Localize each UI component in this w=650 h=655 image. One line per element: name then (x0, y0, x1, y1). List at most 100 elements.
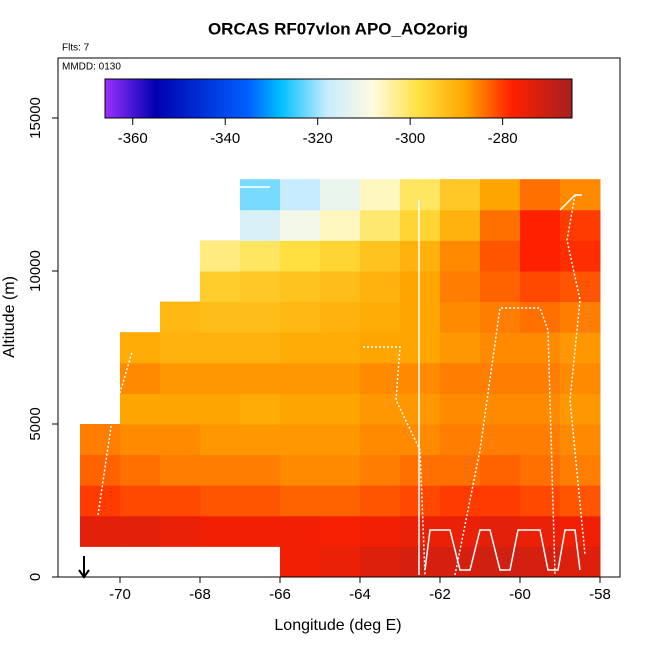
colorbar-tick-label: -340 (210, 130, 240, 147)
heatmap-cell (480, 179, 521, 211)
heatmap-cell (560, 546, 601, 578)
heatmap-cell (440, 362, 481, 394)
heatmap-cell (480, 515, 521, 547)
heatmap-cell (320, 179, 361, 211)
heatmap-cell (560, 393, 601, 425)
y-tick-label: 10000 (27, 250, 44, 292)
heatmap-cell (560, 332, 601, 364)
heatmap-cell (480, 362, 521, 394)
heatmap-cell (400, 393, 441, 425)
colorbar-tick-label: -360 (118, 130, 148, 147)
heatmap-cell (280, 515, 321, 547)
heatmap-cell (200, 485, 241, 517)
heatmap-cell (320, 423, 361, 456)
flight-track (97, 186, 586, 576)
heatmap-cell (240, 362, 281, 394)
x-tick-label: -62 (429, 586, 451, 603)
heatmap-cell (520, 240, 561, 272)
heatmap-cell (400, 332, 441, 364)
heatmap-cell (280, 240, 321, 272)
heatmap-cell (240, 301, 281, 333)
heatmap-cell (560, 209, 601, 241)
colorbar-tick-label: -320 (303, 130, 333, 147)
x-tick-label: -60 (509, 586, 531, 603)
heatmap-cell (440, 270, 481, 303)
heatmap-cell (360, 393, 401, 425)
heatmap-cell (560, 454, 601, 486)
heatmap-cell (80, 515, 121, 547)
heatmap-cell (280, 179, 321, 211)
heatmap-cell (520, 546, 561, 578)
heatmap-cell (280, 393, 321, 425)
heatmap-cell (360, 454, 401, 486)
heatmap-cell (440, 546, 481, 578)
heatmap-cell (120, 332, 161, 364)
heatmap-cell (480, 270, 521, 303)
heatmap-cell (440, 393, 481, 425)
x-tick-label: -64 (349, 586, 371, 603)
heatmap-cell (400, 301, 441, 333)
heatmap-cell (480, 423, 521, 456)
heatmap-cell (400, 209, 441, 241)
heatmap-cell (520, 485, 561, 517)
heatmap-cell (480, 301, 521, 333)
heatmap-cell (360, 423, 401, 456)
y-tick-label: 15000 (27, 97, 44, 139)
y-axis-label: Altitude (m) (1, 276, 18, 358)
heatmap-cell (520, 454, 561, 486)
arrow (78, 556, 90, 579)
heatmap-cell (200, 454, 241, 486)
heatmap-cell (120, 515, 161, 547)
heatmap-cell (360, 179, 401, 211)
heatmap-cell (360, 209, 401, 241)
heatmap-cell (320, 515, 361, 547)
heatmap-cell (280, 209, 321, 241)
heatmap-cell (80, 485, 121, 517)
heatmap-cell (160, 515, 201, 547)
heatmap-cell (200, 515, 241, 547)
heatmap-cell (360, 270, 401, 303)
heatmap-cell (400, 362, 441, 394)
heatmap-cell (560, 270, 601, 303)
heatmap-cell (360, 240, 401, 272)
heatmap-cell (360, 546, 401, 578)
heatmap-cell (440, 485, 481, 517)
heatmap-cell (240, 179, 281, 211)
heatmap-cell (240, 332, 281, 364)
heatmap-cell (520, 332, 561, 364)
heatmap-cell (520, 362, 561, 394)
x-axis-label: Longitude (deg E) (274, 617, 401, 634)
heatmap-cell (160, 454, 201, 486)
x-tick-label: -66 (269, 586, 291, 603)
heatmap-cell (280, 485, 321, 517)
heatmap-cell (240, 423, 281, 456)
heatmap-cell (240, 240, 281, 272)
heatmap-cell (400, 546, 441, 578)
heatmap-cell (120, 393, 161, 425)
heatmap-cell (240, 515, 281, 547)
plot-frame (57, 57, 621, 578)
heatmap-cell (560, 515, 601, 547)
heatmap-cell (280, 362, 321, 394)
heatmap-cell (400, 179, 441, 211)
heatmap-cell (520, 179, 561, 211)
heatmap-cell (240, 209, 281, 241)
heatmap-cell (200, 240, 241, 272)
heatmap-cell (360, 301, 401, 333)
heatmap-cell (200, 393, 241, 425)
heatmap-cell (240, 393, 281, 425)
heatmap-cell (360, 515, 401, 547)
heatmap-cell (520, 393, 561, 425)
heatmap-cell (160, 485, 201, 517)
heatmap-cell (400, 485, 441, 517)
heatmap-cell (480, 240, 521, 272)
heatmap-cell (120, 454, 161, 486)
heatmap-cell (440, 179, 481, 211)
heatmap-cell (160, 362, 201, 394)
heatmap-cell (560, 301, 601, 333)
heatmap-cell (320, 485, 361, 517)
heatmap-cell (360, 485, 401, 517)
heatmap-cell (200, 362, 241, 394)
annotation: Flts: 7 (62, 43, 90, 54)
